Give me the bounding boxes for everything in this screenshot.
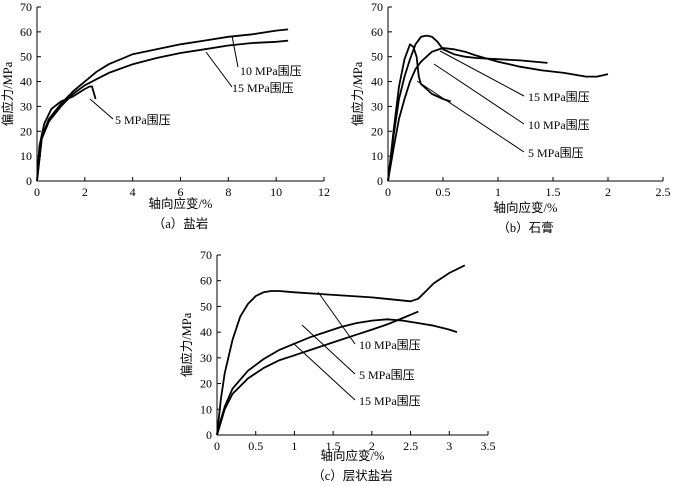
chart-c-annotation-leader	[301, 324, 356, 375]
chart-c-x-tick-label: 1	[291, 439, 297, 453]
chart-a-y-axis-label: 偏应力/MPa	[0, 61, 15, 126]
chart-a-y-tick-label: 40	[20, 75, 32, 89]
chart-b-y-tick-label: 70	[371, 0, 383, 14]
chart-b-x-axis-label: 轴向应变/%	[494, 200, 558, 215]
chart-b-annotation-leader	[416, 80, 525, 153]
chart-c-annotation-label: 15 MPa围压	[359, 394, 421, 408]
chart-a-x-tick-label: 10	[270, 185, 282, 199]
chart-c-x-tick-label: 2	[369, 439, 375, 453]
chart-b-x-tick-label: 2	[605, 185, 611, 199]
chart-c-x-tick-label: 1.5	[326, 439, 341, 453]
chart-b-annotation-leader	[433, 63, 525, 125]
chart-c-series-line	[216, 318, 458, 436]
chart-c-annotation-leader	[292, 342, 356, 401]
chart-a-annotation-label: 5 MPa围压	[115, 113, 171, 127]
chart-c-x-tick-label: 2.5	[403, 439, 418, 453]
chart-b-annotation-label: 5 MPa围压	[528, 146, 584, 160]
chart-c-series-line	[216, 264, 466, 436]
chart-b-y-tick-label: 40	[371, 75, 383, 89]
chart-a-x-tick-label: 2	[82, 185, 88, 199]
chart-a-series-line	[36, 39, 289, 182]
chart-b-x-tick-label: 0.5	[436, 185, 451, 199]
chart-a-annotation-leader	[231, 35, 239, 68]
chart-c-annotation-leader	[317, 291, 356, 345]
chart-c-y-tick-label: 20	[200, 377, 212, 391]
chart-a-x-tick-label: 12	[318, 185, 330, 199]
chart-b-series-line	[387, 47, 609, 182]
chart-a-annotation-label: 10 MPa围压	[240, 64, 302, 78]
chart-b-annotation-label: 15 MPa围压	[528, 90, 590, 104]
chart-a-x-axis-label: 轴向应变/%	[149, 196, 213, 211]
chart-a-y-tick-label: 50	[20, 50, 32, 64]
chart-a-annotation-label: 15 MPa围压	[232, 81, 294, 95]
chart-a-annotation-leader	[205, 51, 233, 88]
chart-a-y-tick-label: 30	[20, 99, 32, 113]
chart-c-y-tick-label: 50	[200, 299, 212, 313]
chart-c-y-tick-label: 10	[200, 402, 212, 416]
chart-c-y-tick-label: 60	[200, 274, 212, 288]
chart-b-x-tick-label: 1.5	[546, 185, 561, 199]
chart-c-x-tick-label: 3.5	[481, 439, 496, 453]
chart-a-y-tick-label: 0	[26, 174, 32, 188]
chart-c-x-tick-label: 3	[446, 439, 452, 453]
chart-c-x-tick-label: 0	[214, 439, 220, 453]
chart-a-x-tick-label: 8	[225, 185, 231, 199]
chart-c-annotation-label: 10 MPa围压	[359, 338, 421, 352]
chart-b-annotation-leader	[439, 50, 525, 97]
chart-b-y-tick-label: 20	[371, 124, 383, 138]
chart-a-annotation-leader	[89, 98, 114, 120]
chart-a-caption: （a）盐岩	[153, 216, 209, 231]
chart-b-caption: （b）石膏	[497, 220, 553, 235]
chart-c-annotation-label: 5 MPa围压	[359, 368, 415, 382]
chart-a-y-tick-label: 70	[20, 0, 32, 14]
chart-b-x-tick-label: 0	[385, 185, 391, 199]
chart-a-y-tick-label: 60	[20, 25, 32, 39]
chart-b-y-axis-label: 偏应力/MPa	[350, 61, 365, 126]
chart-a-x-tick-label: 0	[34, 185, 40, 199]
chart-c-y-tick-label: 70	[200, 248, 212, 262]
chart-b-y-tick-label: 0	[377, 174, 383, 188]
chart-b-y-tick-label: 60	[371, 25, 383, 39]
chart-c-y-tick-label: 40	[200, 325, 212, 339]
chart-a-y-tick-label: 20	[20, 124, 32, 138]
chart-b-annotation-label: 10 MPa围压	[528, 118, 590, 132]
chart-c-x-axis-label: 轴向应变/%	[321, 448, 385, 463]
chart-a-x-tick-label: 4	[130, 185, 136, 199]
chart-b-y-tick-label: 10	[371, 149, 383, 163]
chart-b-series-line	[387, 43, 451, 182]
chart-b-x-tick-label: 2.5	[656, 185, 671, 199]
chart-b-y-tick-label: 30	[371, 99, 383, 113]
chart-b-y-tick-label: 50	[371, 50, 383, 64]
chart-a-y-tick-label: 10	[20, 149, 32, 163]
chart-b-x-tick-label: 1	[495, 185, 501, 199]
chart-a-series-line	[36, 28, 289, 182]
chart-a-x-tick-label: 6	[178, 185, 184, 199]
chart-c-caption: （c）层状盐岩	[312, 468, 393, 483]
chart-c-series-line	[216, 310, 419, 436]
chart-c-y-axis-label: 偏应力/MPa	[179, 312, 194, 377]
chart-c-x-tick-label: 0.5	[248, 439, 263, 453]
chart-c-y-tick-label: 30	[200, 351, 212, 365]
chart-c-y-tick-label: 0	[206, 428, 212, 442]
chart-b-series-line	[387, 34, 548, 182]
